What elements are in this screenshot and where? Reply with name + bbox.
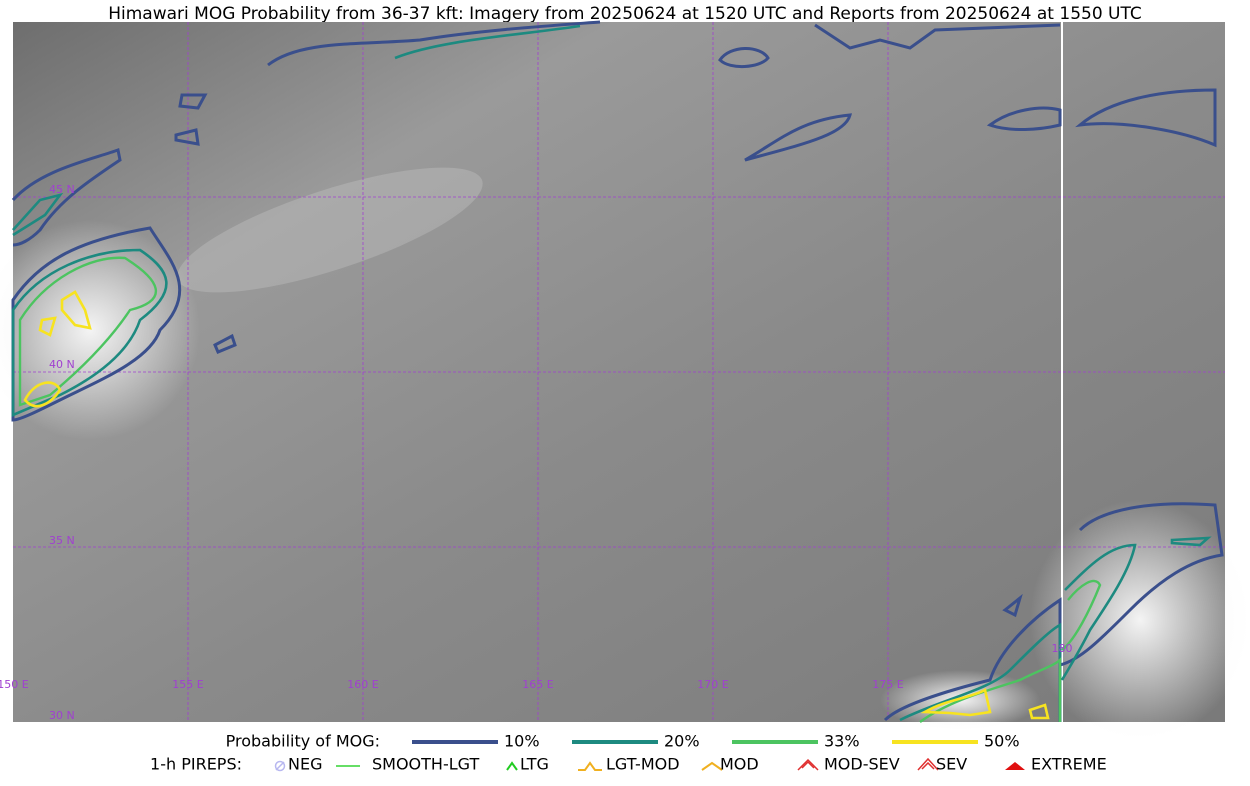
legend-symbol xyxy=(1005,762,1025,770)
cloud xyxy=(177,167,483,293)
lon-label: 150 E xyxy=(0,678,29,691)
legend-title: Probability of MOG: xyxy=(226,732,380,751)
lon-label: 175 E xyxy=(872,678,903,691)
legend-symbol xyxy=(917,757,939,771)
lon-label: 165 E xyxy=(522,678,553,691)
legend-label: SMOOTH-LGT xyxy=(372,755,479,774)
lat-label: 30 N xyxy=(49,709,75,722)
lon-label: 170 E xyxy=(697,678,728,691)
legend-symbol xyxy=(506,761,518,771)
legend-label: 20% xyxy=(664,732,700,751)
lon-labels: 150 E 155 E 160 E 165 E 170 E 175 E 180 xyxy=(0,642,1073,691)
map: 45 N 40 N 35 N 30 N 150 E 155 E 160 E 16… xyxy=(0,20,1250,740)
legend-symbol xyxy=(274,760,286,772)
graticule xyxy=(13,22,1225,722)
legend-label: 33% xyxy=(824,732,860,751)
legend-label: MOD xyxy=(720,755,759,774)
contours xyxy=(11,20,1224,723)
legend-label: LGT-MOD xyxy=(606,755,680,774)
title: Himawari MOG Probability from 36-37 kft:… xyxy=(108,4,1142,24)
legend-label: MOD-SEV xyxy=(824,755,900,774)
legend: Probability of MOG: 1-h PIREPS: 10% 20% 33… xyxy=(150,732,1107,774)
legend-label: LTG xyxy=(520,755,549,774)
lat-label: 35 N xyxy=(49,534,75,547)
lon-label: 160 E xyxy=(347,678,378,691)
legend-symbol xyxy=(578,761,602,771)
lat-label: 40 N xyxy=(49,358,75,371)
lat-labels: 45 N 40 N 35 N 30 N xyxy=(49,183,75,722)
lon-label: 180 xyxy=(1052,642,1073,655)
legend-label: NEG xyxy=(288,755,322,774)
legend-label: EXTREME xyxy=(1031,755,1107,774)
cloud xyxy=(1030,500,1250,740)
legend-symbol xyxy=(701,761,723,771)
legend-label: 10% xyxy=(504,732,540,751)
lon-label: 155 E xyxy=(172,678,203,691)
legend-title: 1-h PIREPS: xyxy=(150,755,242,774)
legend-symbol xyxy=(797,758,819,771)
legend-label: SEV xyxy=(936,755,967,774)
legend-label: 50% xyxy=(984,732,1020,751)
lat-label: 45 N xyxy=(49,183,75,196)
